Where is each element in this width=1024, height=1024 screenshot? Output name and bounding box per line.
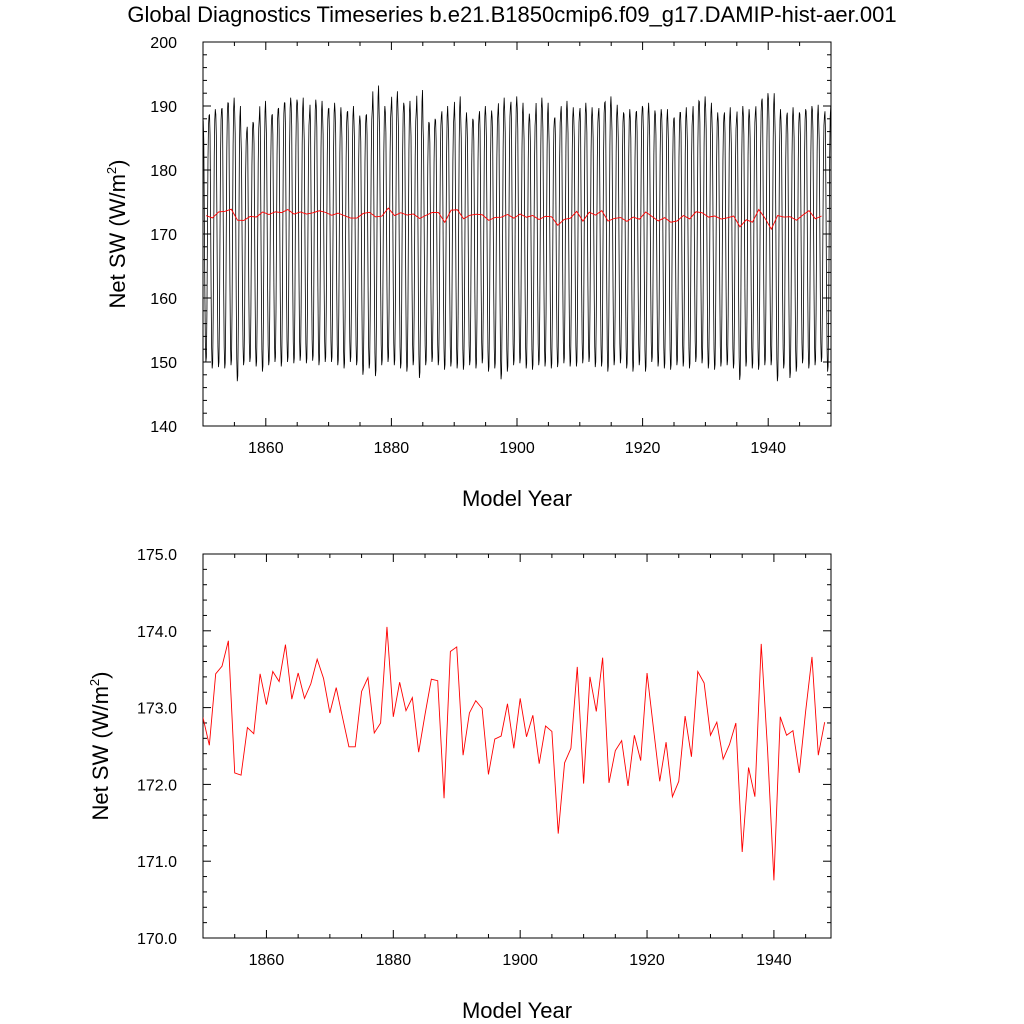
- p1-x-tick-label: 1920: [629, 952, 665, 969]
- p1-x-tick-label: 1940: [756, 952, 792, 969]
- p1-y-tick-label: 170.0: [137, 931, 177, 948]
- p0-x-tick-label: 1940: [750, 440, 786, 457]
- p1-x-ticks: [234, 554, 807, 938]
- p0-x-ticks: [233, 42, 801, 426]
- p0-x-tick-label: 1900: [499, 440, 535, 457]
- p1-y-tick-label: 174.0: [137, 624, 177, 641]
- p0-y-axis-label: Net SW (W/m2): [104, 160, 130, 309]
- p1-x-tick-label: 1900: [502, 952, 538, 969]
- p0-y-tick-label: 160: [150, 291, 177, 308]
- p1-y-axis-label: Net SW (W/m2): [87, 672, 113, 821]
- p0-x-tick-label: 1880: [374, 440, 410, 457]
- p0-y-tick-label: 140: [150, 419, 177, 436]
- p0-y-tick-label: 190: [150, 99, 177, 116]
- panel-bottom: 1860 1880 1900 1920 1940 170.0 171.0 172.0 173.0…: [87, 547, 832, 1023]
- p0-series-monthly-line: [203, 85, 831, 382]
- p1-x-axis-label: Model Year: [462, 998, 572, 1023]
- p0-y-tick-label: 170: [150, 227, 177, 244]
- p0-y-tick-label: 180: [150, 163, 177, 180]
- p1-x-tick-label: 1880: [376, 952, 412, 969]
- p1-x-tick-label: 1860: [249, 952, 285, 969]
- p1-y-tick-label: 171.0: [137, 854, 177, 871]
- p0-x-tick-label: 1860: [248, 440, 284, 457]
- p0-x-axis-label: Model Year: [462, 486, 572, 511]
- panel-top: 1860 1880 1900 1920 1940 140 150 160 170 180 190 20…: [104, 35, 832, 511]
- p1-y-tick-label: 175.0: [137, 547, 177, 564]
- p0-series-annual-line: [205, 207, 822, 231]
- page-title: Global Diagnostics Timeseries b.e21.B185…: [127, 2, 897, 27]
- p1-series-annual-line: [203, 626, 826, 881]
- p0-y-tick-label: 150: [150, 355, 177, 372]
- p1-plot-frame: [202, 553, 832, 939]
- p0-y-tick-label: 200: [150, 35, 177, 52]
- p1-y-ticks: [203, 568, 831, 924]
- p0-x-tick-label: 1920: [625, 440, 661, 457]
- p1-y-tick-label: 173.0: [137, 701, 177, 718]
- p1-y-tick-label: 172.0: [137, 777, 177, 794]
